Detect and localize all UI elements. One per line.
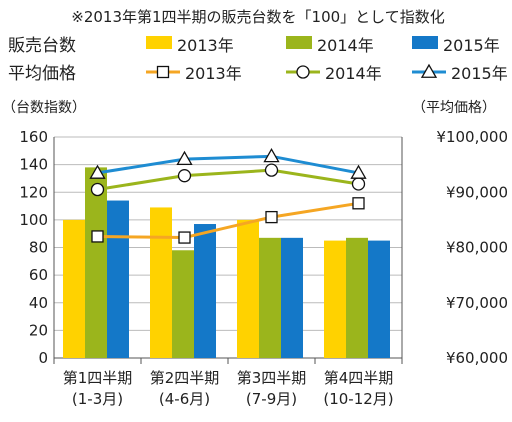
left-tick-label: 20 bbox=[29, 321, 48, 339]
legend-swatch bbox=[412, 36, 438, 49]
data-point bbox=[176, 150, 193, 166]
series-line bbox=[97, 201, 359, 240]
bar bbox=[259, 237, 281, 358]
category-label: 第1四半期 bbox=[63, 369, 133, 387]
left-tick-label: 160 bbox=[19, 128, 48, 146]
left-tick-label: 120 bbox=[19, 183, 48, 201]
right-tick-label: ¥80,000 bbox=[446, 239, 508, 257]
legend-label: 2014年 bbox=[325, 64, 382, 83]
right-tick-label: ¥70,000 bbox=[446, 294, 508, 312]
series-line bbox=[97, 154, 359, 175]
legend-swatch bbox=[286, 36, 312, 49]
right-tick-label: ¥100,000 bbox=[436, 128, 508, 146]
bar bbox=[85, 167, 107, 358]
bar bbox=[324, 240, 346, 358]
chart-note: ※2013年第1四半期の販売台数を「100」として指数化 bbox=[71, 8, 444, 26]
legend-label: 2015年 bbox=[443, 36, 500, 55]
data-point bbox=[89, 164, 106, 179]
legend: 販売台数 平均価格 2013年 2014年 2015年 2013年 2014年 2015年 bbox=[8, 36, 508, 84]
category-label: 第2四半期 bbox=[150, 369, 220, 387]
legend-marker bbox=[296, 65, 310, 79]
category-label: 第4四半期 bbox=[324, 369, 394, 387]
category-sublabel: (4-6月) bbox=[159, 390, 210, 408]
legend-marker bbox=[420, 63, 438, 78]
data-point bbox=[263, 148, 280, 163]
left-tick-label: 60 bbox=[29, 266, 48, 284]
legend-line-heading: 平均価格 bbox=[8, 64, 76, 84]
right-axis-label: （平均価格） bbox=[412, 100, 496, 116]
left-tick-label: 140 bbox=[19, 156, 48, 174]
right-tick-label: ¥90,000 bbox=[446, 183, 508, 201]
right-tick-label: ¥60,000 bbox=[446, 349, 508, 367]
category-sublabel: (7-9月) bbox=[246, 390, 297, 408]
category-label: 第3四半期 bbox=[237, 369, 307, 387]
bar bbox=[368, 240, 390, 358]
data-point bbox=[91, 230, 104, 243]
data-point bbox=[178, 231, 191, 244]
legend-bar-heading: 販売台数 bbox=[8, 36, 76, 56]
plot-area: 0 20 40 60 80 100 120 140 160 ¥60,000 ¥70,000 ¥80,0… bbox=[19, 128, 508, 408]
bar bbox=[237, 219, 259, 358]
legend-swatch bbox=[146, 36, 172, 49]
left-tick-label: 0 bbox=[38, 349, 48, 367]
legend-label: 2013年 bbox=[185, 64, 242, 83]
bar bbox=[172, 250, 194, 358]
data-point bbox=[350, 164, 367, 179]
left-tick-label: 100 bbox=[19, 211, 48, 229]
left-tick-label: 80 bbox=[29, 239, 48, 257]
left-axis-label: （台数指数） bbox=[2, 100, 86, 116]
category-sublabel: (1-3月) bbox=[72, 390, 123, 408]
bar bbox=[63, 219, 85, 358]
bar bbox=[346, 237, 368, 358]
left-tick-label: 40 bbox=[29, 294, 48, 312]
data-point bbox=[351, 177, 366, 191]
bar bbox=[194, 224, 216, 358]
data-point bbox=[177, 169, 192, 183]
data-point bbox=[265, 210, 278, 224]
series-line bbox=[97, 168, 359, 191]
bar bbox=[107, 200, 129, 358]
data-point bbox=[264, 163, 279, 177]
data-point bbox=[352, 197, 365, 210]
legend-label: 2015年 bbox=[451, 64, 508, 83]
legend-marker bbox=[156, 65, 170, 79]
category-sublabel: (10-12月) bbox=[323, 390, 393, 408]
bar bbox=[281, 237, 303, 358]
bar bbox=[150, 207, 172, 358]
data-point bbox=[90, 182, 105, 197]
legend-label: 2013年 bbox=[177, 36, 234, 55]
legend-label: 2014年 bbox=[317, 36, 374, 55]
